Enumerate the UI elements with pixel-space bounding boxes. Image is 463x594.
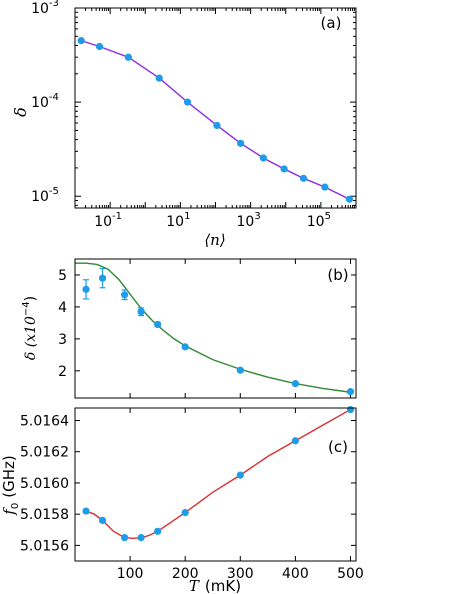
y-tick-label: 10-5 (31, 186, 59, 205)
panel-b: 2 3 4 5 (b) δ (x10−4) (21, 258, 357, 399)
x-tick-exponent: -1 (112, 211, 122, 222)
x-tick-label: 500 (337, 566, 364, 582)
data-point (154, 527, 162, 535)
x-tick-label: 300 (227, 566, 254, 582)
data-point (345, 195, 354, 203)
data-point (98, 516, 107, 525)
y-tick-label: 3 (58, 332, 67, 348)
data-point (120, 533, 129, 542)
y-tick-label: 5.0156 (20, 538, 69, 554)
data-point (321, 183, 329, 191)
x-tick-exponent: 1 (184, 211, 190, 222)
panel-label: (b) (327, 266, 348, 284)
x-tick-exponent: 5 (325, 211, 331, 222)
y-axis-label-text: δ (x10 (23, 316, 39, 360)
data-point (181, 509, 189, 517)
data-point (181, 343, 189, 351)
data-point (120, 291, 129, 299)
data-point (154, 320, 162, 329)
data-point (346, 388, 355, 396)
x-axis-label-unit: (mK) (205, 577, 241, 594)
y-tick-exponent: -5 (49, 186, 59, 197)
x-tick-label: 400 (282, 566, 309, 582)
x-tick-base: 10 (237, 214, 255, 230)
y-tick-label: 10-3 (31, 0, 59, 17)
x-tick-label: 100 (117, 566, 144, 582)
fit-curve (85, 408, 351, 540)
data-point (236, 366, 244, 374)
panel-label: (a) (321, 14, 342, 32)
data-point (137, 308, 145, 316)
data-point (77, 37, 85, 45)
x-axis-label-var: T (189, 577, 200, 594)
x-tick-base: 10 (307, 214, 325, 230)
data-point (291, 380, 299, 388)
data-point (155, 74, 163, 82)
y-axis-label: δ (11, 107, 30, 117)
panel-label: (c) (328, 438, 348, 456)
x-tick-base: 10 (94, 214, 112, 230)
y-tick-label: 5.0162 (20, 445, 69, 461)
data-point (280, 165, 288, 173)
data-point (346, 405, 355, 414)
y-tick-label: 2 (58, 364, 67, 380)
x-tick-label: 101 (166, 211, 190, 230)
panel-c: 100 200 300 400 500 5.0156 5.0158 5.0160 5.0162 5… (0, 405, 364, 594)
data-point (82, 285, 90, 293)
y-tick-label: 5 (58, 268, 67, 284)
data-point (124, 53, 132, 61)
data-point (291, 437, 299, 445)
plot-frame (74, 7, 357, 209)
x-tick-base: 10 (166, 214, 184, 230)
y-tick-label: 4 (58, 300, 67, 316)
x-tick-label: 200 (172, 566, 199, 582)
y-axis-label-sub: 0 (10, 503, 21, 509)
y-tick-exponent: -3 (49, 0, 59, 9)
y-tick-base: 10 (31, 189, 49, 205)
y-axis-label-exponent: −4 (21, 301, 32, 316)
y-tick-label: 5.0158 (20, 507, 69, 523)
y-tick-label: 5.0160 (20, 476, 69, 492)
x-tick-label: 105 (307, 211, 331, 230)
x-axis-label: ⟨n⟩ (204, 231, 225, 249)
y-axis-label: δ (x10−4) (21, 296, 39, 360)
fit-curve (80, 39, 350, 200)
x-tick-label: 10-1 (94, 211, 122, 230)
data-point (183, 98, 192, 106)
y-axis-label-unit: (GHz) (0, 455, 18, 497)
y-tick-base: 10 (31, 1, 49, 17)
x-tick-exponent: 3 (254, 211, 260, 222)
data-point (259, 154, 267, 162)
data-point (98, 274, 107, 282)
plot-frame (74, 258, 357, 399)
y-tick-label: 5.0164 (20, 413, 69, 429)
data-point (137, 533, 145, 542)
plot-frame (74, 407, 357, 562)
x-axis-label: T (mK) (189, 577, 241, 594)
y-axis-label-close: ) (23, 296, 39, 301)
y-tick-exponent: -4 (49, 92, 59, 103)
y-tick-label: 10-4 (31, 92, 59, 111)
data-point (299, 174, 308, 182)
y-axis-label-var: f (0, 507, 18, 516)
data-point (237, 139, 245, 147)
data-point (213, 121, 221, 130)
data-point (95, 42, 104, 51)
data-point (82, 507, 90, 515)
fit-curve (75, 262, 351, 393)
x-tick-label: 103 (237, 211, 261, 230)
y-axis-label: f0 (GHz) (0, 455, 21, 515)
data-point (236, 471, 244, 479)
y-tick-base: 10 (31, 95, 49, 111)
